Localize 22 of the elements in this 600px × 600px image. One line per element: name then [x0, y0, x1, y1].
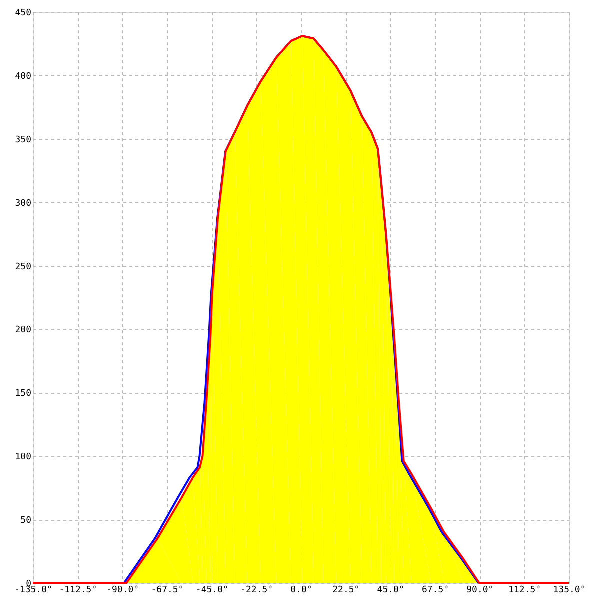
x-tick-label: -135.0°: [14, 586, 52, 596]
x-tick-label: 0.0°: [290, 586, 312, 596]
y-tick-label: 350: [15, 135, 32, 146]
y-tick-label: 200: [15, 326, 32, 336]
x-tick-label: -45.0°: [196, 586, 228, 596]
y-tick-label: 50: [20, 516, 32, 526]
x-tick-label: 22.5°: [332, 586, 360, 596]
y-tick-label: 150: [15, 389, 32, 400]
x-tick-label: 90.0°: [466, 586, 494, 596]
x-tick-label: -67.5°: [151, 586, 184, 596]
y-tick-label: 300: [15, 198, 32, 209]
x-tick-label: 135.0°: [553, 586, 586, 596]
x-tick-label: 67.5°: [422, 586, 450, 596]
y-tick-label: 450: [15, 8, 32, 18]
y-tick-label: 400: [15, 72, 32, 82]
x-tick-label: -90.0°: [106, 586, 140, 596]
y-tick-label: 100: [15, 452, 32, 463]
x-tick-label: -22.5°: [240, 586, 274, 596]
x-tick-label: -112.5°: [59, 586, 98, 596]
x-tick-label: 112.5°: [508, 586, 542, 596]
y-tick-label: 250: [15, 262, 32, 272]
x-tick-label: 45.0°: [377, 586, 404, 596]
